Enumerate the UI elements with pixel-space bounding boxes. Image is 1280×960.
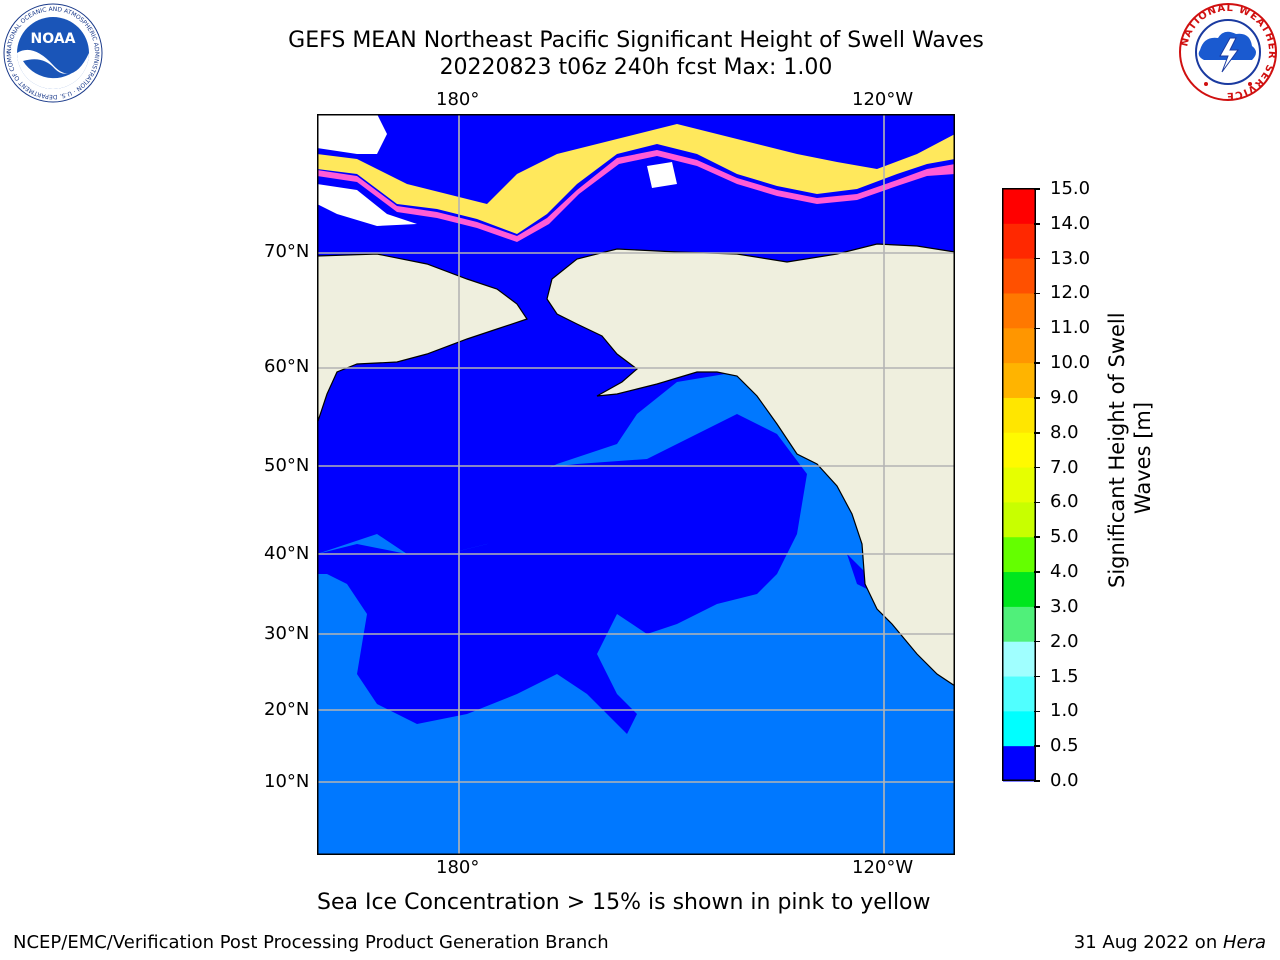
colorbar-band <box>1003 189 1035 225</box>
colorbar-band <box>1003 641 1035 678</box>
bottom-lon-label-120w: 120°W <box>852 857 914 878</box>
colorbar-band <box>1003 258 1035 294</box>
colorbar-label: Significant Height of Swell Waves [m] <box>1104 312 1156 588</box>
colorbar-tick-label: 0.0 <box>1050 770 1079 791</box>
colorbar-band <box>1003 746 1035 782</box>
colorbar-tick-label: 5.0 <box>1050 526 1079 548</box>
colorbar-tick-mark <box>1034 745 1040 747</box>
colorbar <box>1002 188 1036 782</box>
colorbar-tick-label: 1.0 <box>1050 700 1079 722</box>
chart-title: GEFS MEAN Northeast Pacific Significant … <box>288 28 984 53</box>
colorbar-tick-label: 12.0 <box>1050 282 1091 304</box>
nws-logo: NATIONAL WEATHER SERVICE <box>1179 3 1277 101</box>
colorbar-tick-label: 15.0 <box>1050 178 1091 199</box>
colorbar-tick-mark <box>1034 675 1040 678</box>
colorbar-band <box>1003 572 1035 608</box>
lat-label-40n: 40°N <box>264 543 310 564</box>
colorbar-tick-mark <box>1034 780 1040 782</box>
low-swell-region-southeast <box>847 554 917 614</box>
map-frame <box>317 114 955 855</box>
lat-label-50n: 50°N <box>264 455 310 476</box>
noaa-logo-text: NOAA <box>31 31 76 47</box>
colorbar-tick-mark <box>1034 432 1040 434</box>
colorbar-tick-mark <box>1034 223 1040 225</box>
lat-label-20n: 20°N <box>264 699 310 720</box>
colorbar-tick-mark <box>1034 640 1040 643</box>
colorbar-tick-mark <box>1034 466 1040 469</box>
colorbar-label-line2: Waves [m] <box>1131 401 1155 515</box>
colorbar-tick-mark <box>1034 257 1040 260</box>
colorbar-band <box>1003 537 1035 573</box>
sea-ice <box>317 114 955 242</box>
colorbar-tick-label: 7.0 <box>1050 456 1079 478</box>
colorbar-tick-mark <box>1034 606 1040 608</box>
colorbar-band <box>1003 397 1035 434</box>
colorbar-tick-label: 8.0 <box>1050 421 1079 443</box>
footer-host: Hera <box>1222 932 1266 953</box>
sea-ice-caption: Sea Ice Concentration > 15% is shown in … <box>317 890 931 915</box>
colorbar-tick-mark <box>1034 188 1040 190</box>
colorbar-tick-label: 10.0 <box>1050 352 1091 374</box>
footer-left: NCEP/EMC/Verification Post Processing Pr… <box>13 932 609 953</box>
footer-right: 31 Aug 2022 on Hera <box>1074 932 1266 953</box>
graticule <box>317 114 955 855</box>
colorbar-tick-label: 1.5 <box>1050 665 1079 687</box>
colorbar-tick-label: 9.0 <box>1050 386 1079 408</box>
colorbar-band <box>1003 363 1035 399</box>
colorbar-tick-mark <box>1034 536 1040 538</box>
colorbar-label-line1: Significant Height of Swell <box>1105 312 1129 588</box>
colorbar-tick-mark <box>1034 397 1040 399</box>
colorbar-band <box>1003 293 1035 329</box>
colorbar-tick-label: 6.0 <box>1050 491 1079 513</box>
colorbar-tick-label: 14.0 <box>1050 212 1091 234</box>
colorbar-tick-label: 2.0 <box>1050 630 1079 652</box>
land-asia <box>317 253 528 425</box>
low-swell-region-central <box>317 414 807 734</box>
footer-date: 31 Aug 2022 on <box>1073 932 1223 953</box>
top-lon-label-180: 180° <box>436 89 480 110</box>
bottom-lon-label-180: 180° <box>436 857 480 878</box>
colorbar-tick-mark <box>1034 327 1040 330</box>
land-north-america <box>546 243 955 687</box>
colorbar-tick-label: 11.0 <box>1050 317 1091 339</box>
colorbar-tick-label: 3.0 <box>1050 595 1079 617</box>
swell-height-map <box>317 114 955 855</box>
colorbar-band <box>1003 676 1035 712</box>
colorbar-band <box>1003 432 1035 469</box>
colorbar-band <box>1003 502 1035 538</box>
colorbar-tick-label: 0.5 <box>1050 735 1079 757</box>
colorbar-band <box>1003 606 1035 643</box>
chart-subtitle: 20220823 t06z 240h fcst Max: 1.00 <box>439 55 833 80</box>
colorbar-ticks: 15.0 14.0 13.0 12.0 11.0 10.0 9.0 8.0 7.0 6.0 5.0 4… <box>1034 178 1106 791</box>
lat-label-60n: 60°N <box>264 356 310 377</box>
lat-label-10n: 10°N <box>264 771 310 792</box>
colorbar-tick-mark <box>1034 292 1040 295</box>
colorbar-tick-mark <box>1034 571 1040 573</box>
colorbar-tick-label: 13.0 <box>1050 247 1091 269</box>
top-lon-label-120w: 120°W <box>852 89 914 110</box>
colorbar-band <box>1003 328 1035 364</box>
lat-label-30n: 30°N <box>264 623 310 644</box>
colorbar-tick-mark <box>1034 710 1040 713</box>
colorbar-tick-mark <box>1034 362 1040 364</box>
lat-label-70n: 70°N <box>264 241 310 262</box>
colorbar-band <box>1003 223 1035 260</box>
noaa-logo: NATIONAL OCEANIC AND ATMOSPHERIC ADMINIS… <box>3 3 103 103</box>
colorbar-frame <box>1002 188 1036 781</box>
colorbar-tick-mark <box>1034 501 1040 504</box>
colorbar-band <box>1003 467 1035 503</box>
colorbar-band <box>1003 711 1035 747</box>
colorbar-tick-label: 4.0 <box>1050 561 1079 583</box>
